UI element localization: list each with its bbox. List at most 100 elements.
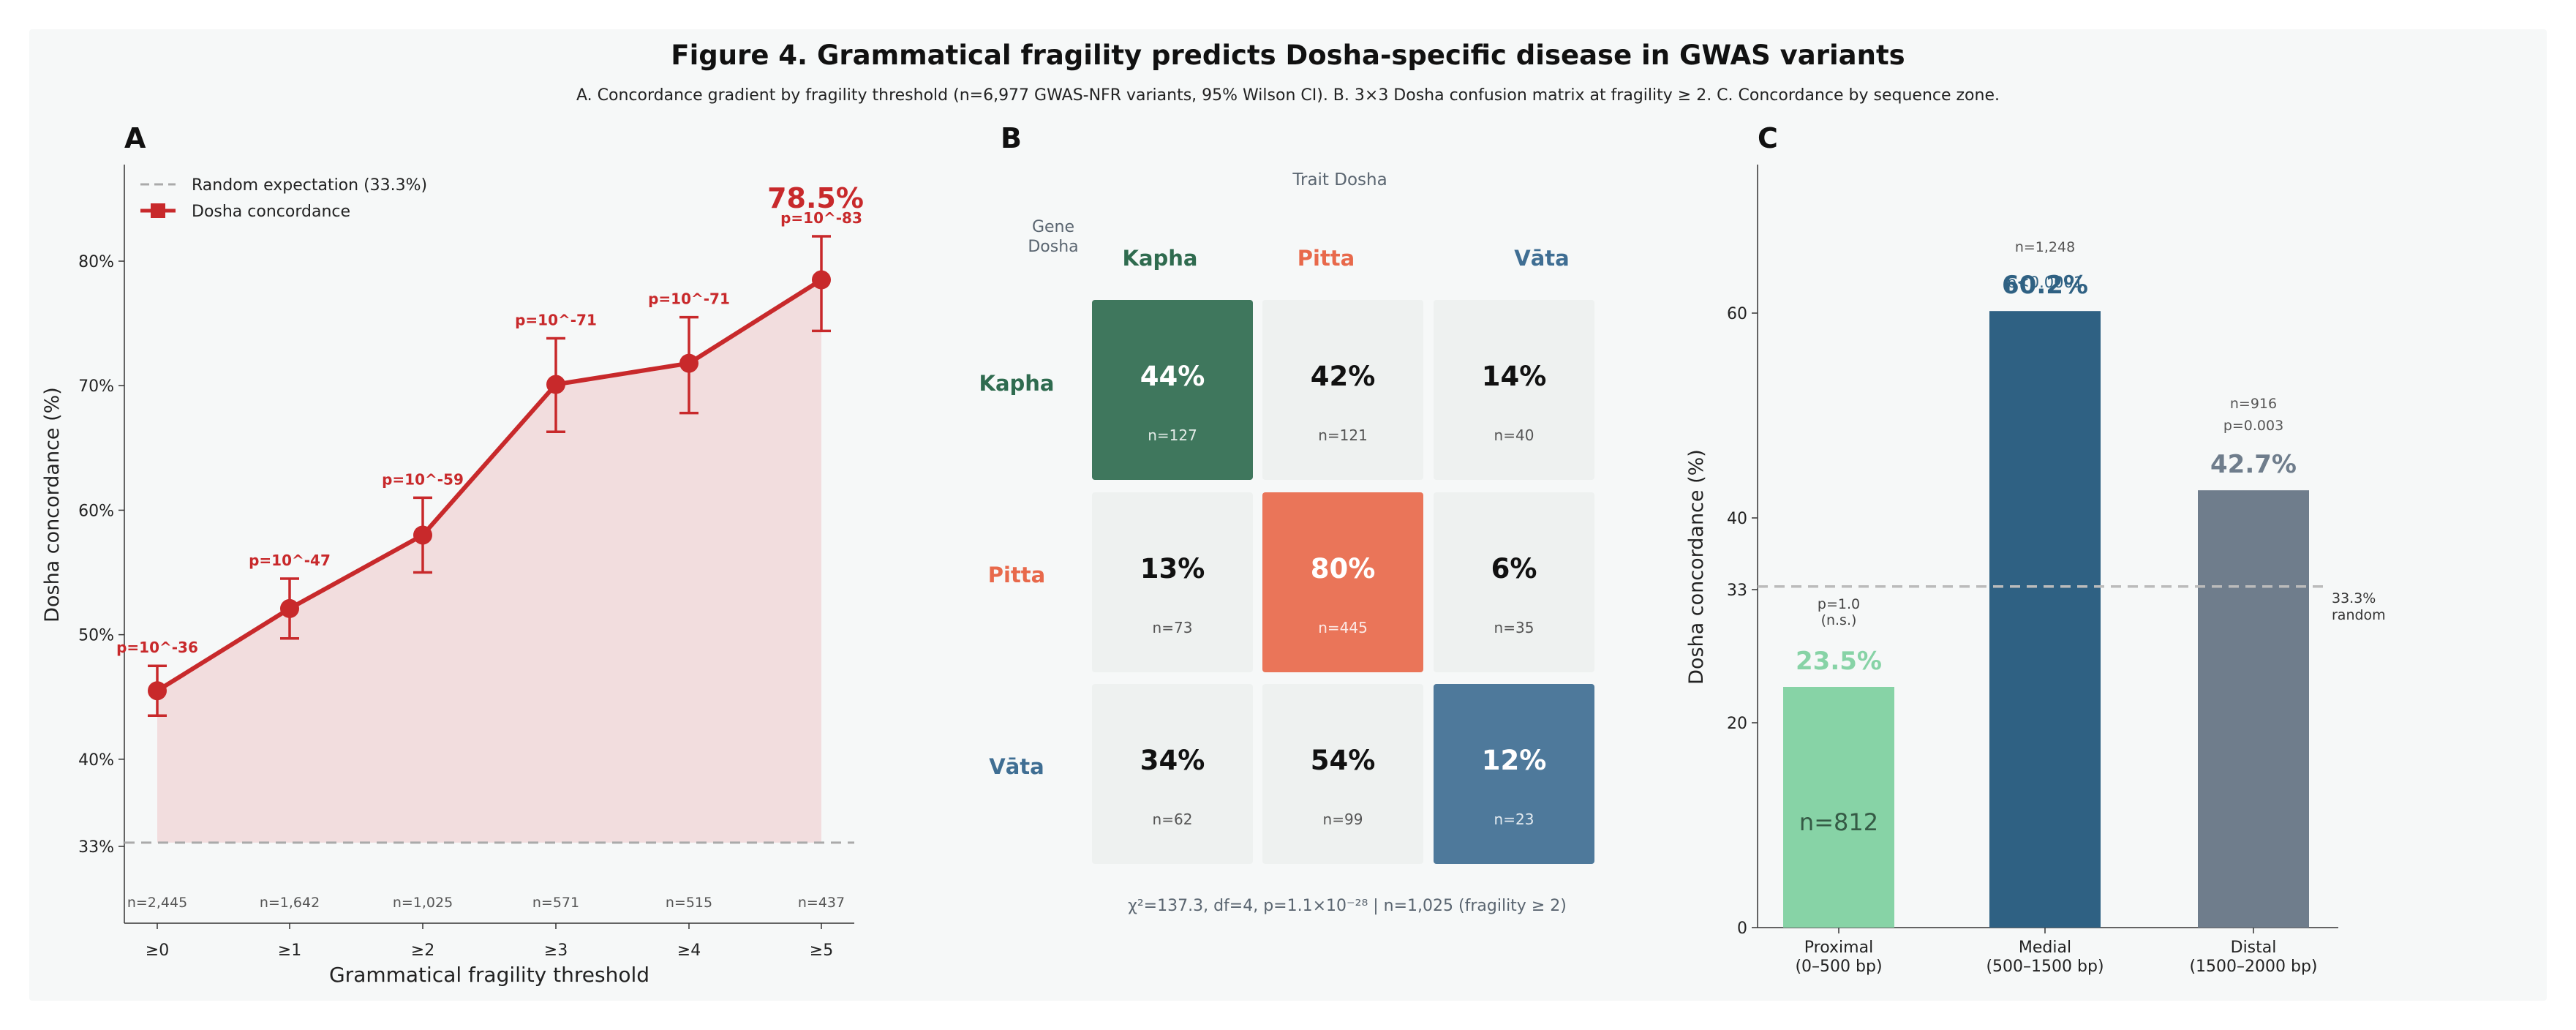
panel-c-ytick-label: 33 — [1727, 582, 1747, 600]
panel-b-cell-percent: 80% — [1311, 553, 1376, 584]
panel-a-xtick-label: ≥1 — [278, 941, 301, 960]
panel-a-xtick-label: ≥3 — [544, 941, 568, 960]
panel-c-value-label: 42.7% — [2210, 450, 2297, 479]
panel-b-cell-count: n=99 — [1323, 811, 1363, 828]
panel-c-bar — [1989, 311, 2101, 928]
panel-b-col-label: Pitta — [1298, 246, 1355, 271]
panel-b-cell — [1262, 684, 1423, 864]
panel-a-n-label: n=571 — [532, 895, 579, 911]
panel-c-ylabel: Dosha concordance (%) — [1685, 449, 1708, 685]
panel-c-bar-chart: 0 20 33 40 60 Dosha concordance (%) 23.5% Proxi… — [1685, 165, 2386, 976]
panel-b-cell-count: n=73 — [1153, 619, 1193, 636]
panel-c-random-label: 33.3% random — [2332, 590, 2386, 623]
panel-a-ylabel: Dosha concordance (%) — [41, 387, 64, 623]
panel-a-pvalue-label: p=10^-47 — [249, 552, 331, 569]
panel-a-xtick-label: ≥4 — [677, 941, 701, 960]
panel-a-legend-series-label: Dosha concordance — [192, 203, 350, 221]
panel-b-cell-percent: 12% — [1482, 745, 1547, 776]
panel-b-row-label: Vāta — [989, 754, 1044, 779]
panel-a-label: A — [124, 122, 146, 154]
panel-c-n-label: n=812 — [1799, 808, 1878, 836]
panel-b-cell-count: n=35 — [1494, 619, 1534, 636]
panel-c-p-label: p=1.0 (n.s.) — [1818, 596, 1860, 628]
panel-b-cell — [1092, 300, 1253, 480]
panel-a-data-point — [546, 375, 565, 394]
panel-c-p-label: p<0.0001 — [2007, 274, 2083, 291]
panel-c-p-label: p=0.003 — [2223, 418, 2283, 434]
panel-a-xtick-label: ≥0 — [146, 941, 169, 960]
panel-a-pvalue-label: p=10^-59 — [382, 470, 464, 488]
panel-b-cell-count: n=23 — [1494, 811, 1534, 828]
panel-b-cell-percent: 42% — [1311, 361, 1376, 392]
panel-a-ytick-label: 60% — [78, 502, 114, 520]
panel-b-cell-count: n=62 — [1153, 811, 1193, 828]
panel-a-n-label: n=515 — [666, 895, 712, 911]
panel-c-ytick-label: 0 — [1737, 920, 1747, 938]
panel-b-row-label: Pitta — [988, 563, 1046, 587]
panel-b-cell — [1434, 492, 1594, 672]
panel-a-legend-random-label: Random expectation (33.3%) — [192, 176, 427, 195]
panel-b-col-label: Vāta — [1514, 246, 1569, 271]
figure-subtitle: A. Concordance gradient by fragility thr… — [576, 86, 2000, 105]
panel-a-area-fill — [157, 279, 821, 843]
panel-a-data-point — [148, 681, 167, 701]
panel-c-ytick-label: 40 — [1727, 510, 1747, 528]
panel-a-pvalue-label: p=10^-36 — [116, 639, 198, 656]
panel-b-cell-percent: 13% — [1140, 553, 1205, 584]
panel-b-cell — [1092, 684, 1253, 864]
panel-b-footer: χ²=137.3, df=4, p=1.1×10⁻²⁸ | n=1,025 (f… — [1128, 897, 1567, 915]
panel-b-cell — [1092, 492, 1253, 672]
panel-b-cell-count: n=121 — [1318, 426, 1368, 444]
panel-c-bar — [1783, 687, 1894, 928]
panel-c-xtick-label: Proximal (0–500 bp) — [1795, 939, 1882, 976]
panel-c-n-label: n=1,248 — [2015, 239, 2075, 255]
panel-a-n-label: n=2,445 — [127, 895, 187, 911]
panel-a-data-point — [280, 598, 299, 618]
panel-a-data-point — [679, 353, 698, 373]
panel-a-xtick-label: ≥2 — [411, 941, 434, 960]
panel-a-xlabel: Grammatical fragility threshold — [329, 963, 649, 987]
panel-a-ytick-label: 40% — [78, 751, 114, 770]
panel-a-n-label: n=1,025 — [393, 895, 453, 911]
panel-a-data-point — [413, 525, 432, 545]
panel-b-cell-percent: 54% — [1311, 745, 1376, 776]
panel-b-row-title: Gene Dosha — [1028, 218, 1078, 256]
panel-c-ytick-label: 20 — [1727, 715, 1747, 733]
panel-b-cell — [1434, 684, 1594, 864]
panel-a-n-label: n=437 — [798, 895, 845, 911]
panel-c-xtick-label: Distal (1500–2000 bp) — [2189, 939, 2317, 976]
panel-a-legend-series-marker — [151, 203, 165, 218]
panel-a-line-chart: 33% 40% 50% 60% 70% 80% Dosha concordance (%) ≥… — [41, 165, 864, 987]
panel-c-ytick-label: 60 — [1727, 305, 1747, 323]
panel-b-col-label: Kapha — [1122, 246, 1197, 271]
panel-b-cell-count: n=127 — [1148, 426, 1197, 444]
panel-b-cell — [1434, 300, 1594, 480]
panel-c-xtick-label: Medial (500–1500 bp) — [1986, 939, 2104, 976]
panel-b-cell-percent: 14% — [1482, 361, 1547, 392]
panel-a-pvalue-label: p=10^-71 — [648, 290, 730, 308]
panel-a-pvalue-label: p=10^-71 — [515, 312, 597, 329]
panel-c-label: C — [1758, 122, 1778, 154]
panel-a-ytick-label: 70% — [78, 377, 114, 396]
panel-a-ytick-label: 80% — [78, 253, 114, 271]
panel-b-cell-percent: 44% — [1140, 361, 1205, 392]
panel-b-label: B — [1001, 122, 1022, 154]
panel-a-ytick-label: 33% — [78, 838, 114, 857]
panel-b-cell-percent: 6% — [1491, 553, 1537, 584]
panel-b-cell-percent: 34% — [1140, 745, 1205, 776]
panel-c-bar — [2198, 490, 2309, 928]
panel-a-n-label: n=1,642 — [260, 895, 320, 911]
panel-c-n-label: n=916 — [2230, 396, 2277, 412]
panel-a-series-line — [156, 277, 823, 693]
panel-a-ytick-label: 50% — [78, 627, 114, 645]
panel-a-highlight-label: 78.5% — [767, 182, 864, 214]
panel-c-value-label: 23.5% — [1796, 647, 1882, 676]
panel-b-cell-count: n=40 — [1494, 426, 1534, 444]
panel-b-cell — [1262, 492, 1423, 672]
panel-b-cell-count: n=445 — [1318, 619, 1368, 636]
panel-a-data-point — [812, 270, 831, 290]
panel-b-col-title: Trait Dosha — [1292, 170, 1387, 189]
panel-b-row-label: Kapha — [979, 371, 1054, 396]
panel-c-value-label: 60.2% — [2002, 271, 2088, 300]
